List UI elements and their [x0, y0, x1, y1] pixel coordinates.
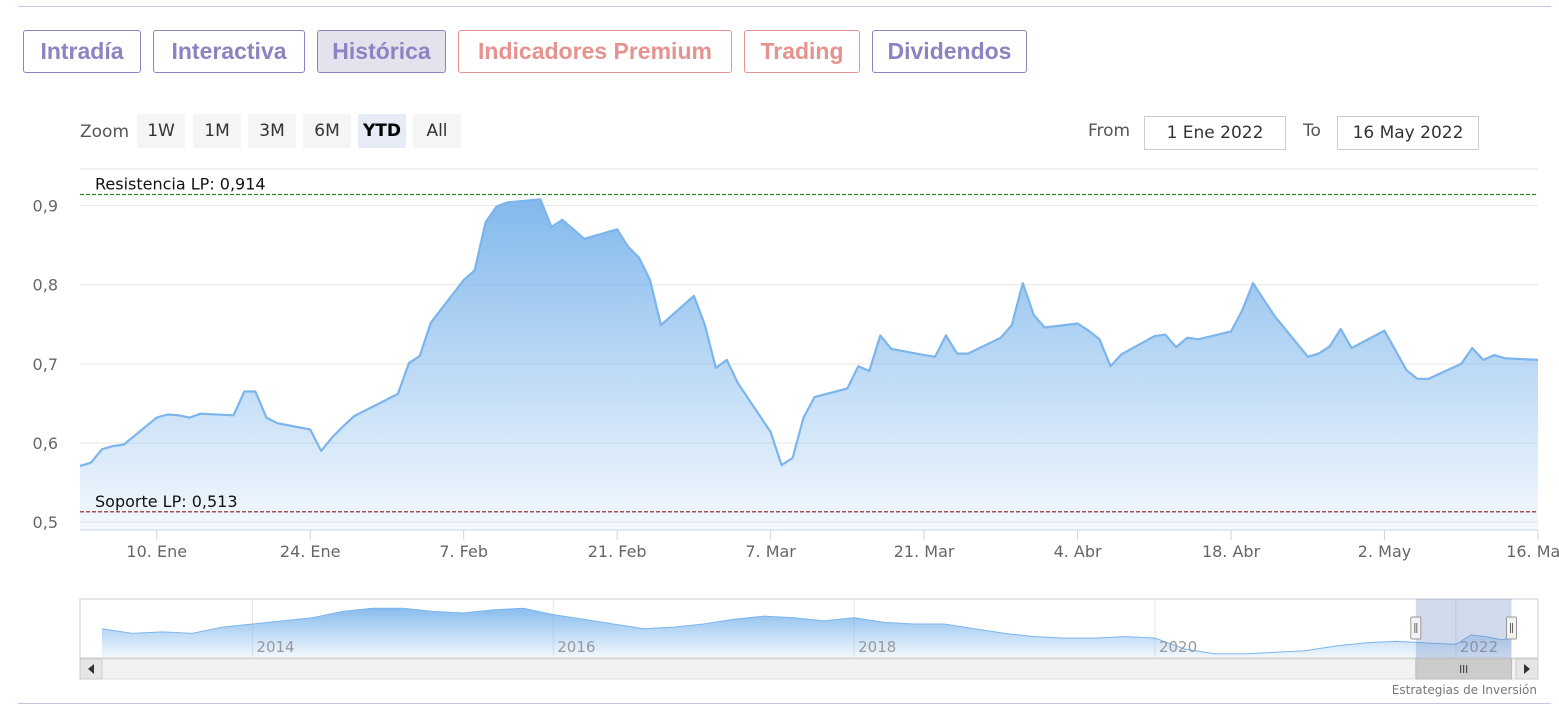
tab-label: Trading [760, 38, 844, 64]
navigator-year-label: 2020 [1159, 638, 1197, 656]
zoom-6m-button[interactable]: 6M [303, 114, 351, 148]
navigator-year-labels: 2014 2016 2018 2020 2022 [256, 638, 1498, 656]
tab-label: Intradía [40, 38, 124, 64]
x-tick-label: 24. Ene [280, 542, 341, 561]
navigator-year-label: 2014 [256, 638, 294, 656]
y-tick-label: 0,6 [33, 434, 58, 453]
plot-line-label: Soporte LP: 0,513 [95, 492, 238, 511]
zoom-1m-button[interactable]: 1M [193, 114, 241, 148]
from-label: From [1088, 121, 1131, 141]
zoom-ytd-button[interactable]: YTD [358, 114, 406, 148]
tab-indicadores-premium[interactable]: Indicadores Premium [458, 30, 732, 73]
navigator-right-handle[interactable] [1505, 616, 1517, 640]
navigator[interactable]: 2014 2016 2018 2020 2022 [79, 598, 1539, 659]
x-tick-label: 2. May [1358, 542, 1411, 561]
support-resistance-lines: Resistencia LP: 0,914 Soporte LP: 0,513 [80, 175, 1538, 513]
x-axis: 10. Ene 24. Ene 7. Feb 21. Feb 7. Mar 21. Mar… [126, 530, 1559, 561]
x-tick-label: 4. Abr [1054, 542, 1102, 561]
tab-intradia[interactable]: Intradía [23, 30, 141, 73]
bottom-divider [18, 703, 1551, 704]
y-axis-labels: 0,5 0,6 0,7 0,8 0,9 [33, 197, 58, 532]
to-date-input[interactable]: 16 May 2022 [1337, 116, 1479, 150]
tab-trading[interactable]: Trading [744, 30, 860, 73]
tab-label: Interactiva [171, 38, 287, 64]
navigator-area [102, 608, 1512, 657]
price-line [80, 198, 1538, 467]
x-tick-label: 18. Abr [1202, 542, 1261, 561]
x-tick-label: 21. Feb [588, 542, 647, 561]
to-label: To [1303, 121, 1321, 141]
tab-interactiva[interactable]: Interactiva [153, 30, 305, 73]
zoom-1w-button[interactable]: 1W [137, 114, 185, 148]
tab-historica[interactable]: Histórica [317, 30, 446, 73]
top-divider [18, 6, 1551, 7]
zoom-all-button[interactable]: All [413, 114, 461, 148]
tab-dividendos[interactable]: Dividendos [872, 30, 1027, 73]
arrow-left-icon [88, 664, 94, 674]
x-tick-label: 7. Feb [439, 542, 488, 561]
y-tick-label: 0,8 [33, 276, 58, 295]
zoom-label: Zoom [80, 122, 130, 142]
tab-label: Histórica [332, 38, 431, 64]
zoom-3m-button[interactable]: 3M [248, 114, 296, 148]
arrow-right-icon [1524, 664, 1530, 674]
credits-text: Estrategias de Inversión [1391, 683, 1537, 697]
navigator-year-label: 2016 [557, 638, 595, 656]
navigator-scrollbar[interactable] [79, 658, 1539, 680]
tab-label: Indicadores Premium [478, 38, 712, 64]
navigator-year-label: 2018 [858, 638, 896, 656]
y-tick-label: 0,9 [33, 197, 58, 216]
navigator-selected-range[interactable] [1415, 599, 1512, 658]
scrollbar-grip-icon [1460, 665, 1468, 673]
x-tick-label: 21. Mar [894, 542, 955, 561]
price-area [80, 199, 1538, 530]
scrollbar-track[interactable] [79, 658, 1539, 680]
from-date-input[interactable]: 1 Ene 2022 [1144, 116, 1286, 150]
x-tick-label: 16. May [1506, 542, 1559, 561]
plot-line-label: Resistencia LP: 0,914 [95, 175, 266, 194]
x-tick-label: 7. Mar [745, 542, 796, 561]
navigator-year-label: 2022 [1460, 638, 1498, 656]
navigator-left-handle[interactable] [1410, 616, 1422, 640]
x-tick-label: 10. Ene [126, 542, 187, 561]
navigator-line [101, 607, 1512, 655]
y-tick-label: 0,7 [33, 355, 58, 374]
tab-label: Dividendos [887, 38, 1012, 64]
y-tick-label: 0,5 [33, 513, 58, 532]
